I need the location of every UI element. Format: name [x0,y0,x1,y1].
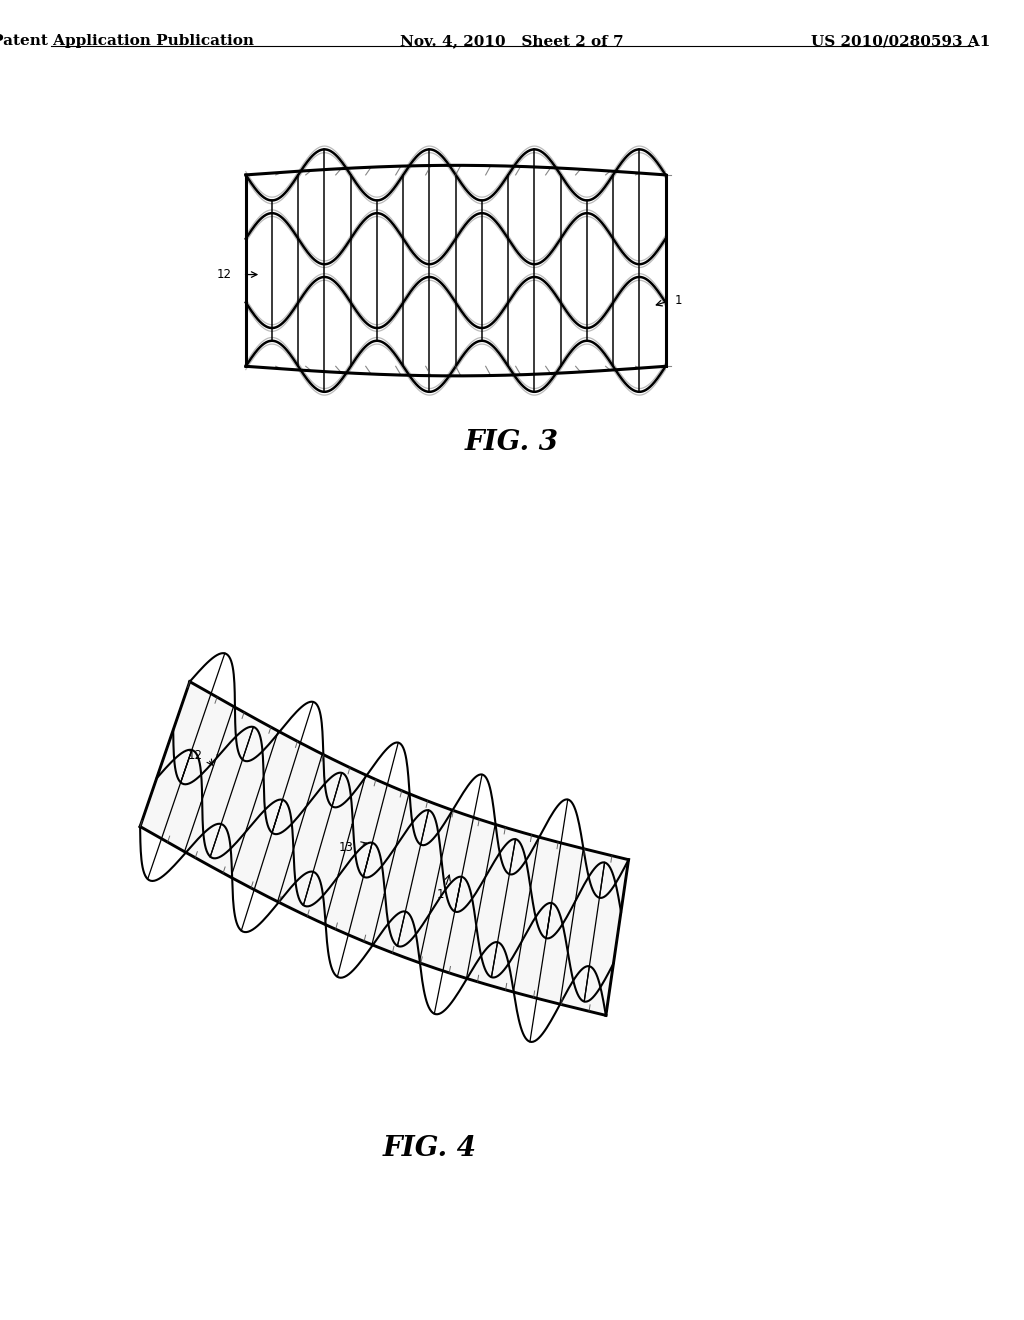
Text: FIG. 3: FIG. 3 [465,429,559,455]
Text: 12: 12 [187,748,203,762]
Text: FIG. 4: FIG. 4 [383,1135,477,1162]
Text: US 2010/0280593 A1: US 2010/0280593 A1 [811,34,991,49]
Text: 12: 12 [216,268,231,281]
Text: Nov. 4, 2010   Sheet 2 of 7: Nov. 4, 2010 Sheet 2 of 7 [400,34,624,49]
Text: 13: 13 [338,841,353,854]
Text: 1: 1 [436,888,444,902]
Text: Patent Application Publication: Patent Application Publication [0,34,254,49]
Polygon shape [140,681,629,1015]
Text: 1: 1 [675,294,682,308]
